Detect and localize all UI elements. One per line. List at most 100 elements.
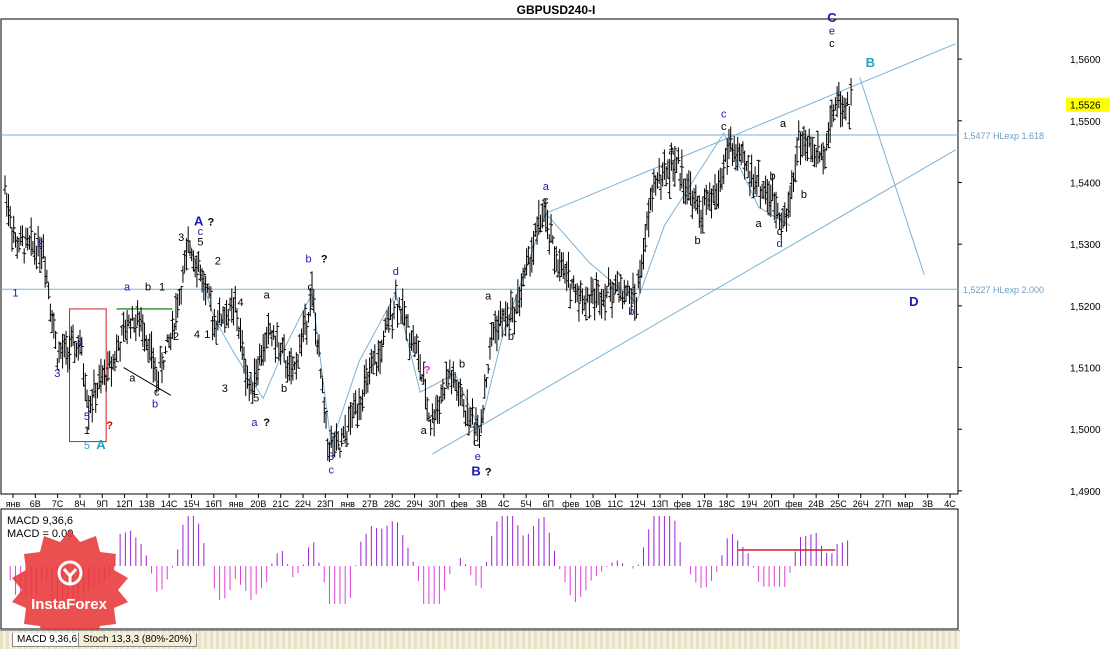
trend-channels bbox=[116, 43, 956, 455]
wave-label: ? bbox=[207, 217, 214, 229]
time-tick-label: фев bbox=[451, 499, 468, 509]
price-tick-label: 1,5100 bbox=[1070, 364, 1101, 375]
price-tick-label: 1,5200 bbox=[1070, 302, 1101, 313]
time-tick-label: фев bbox=[785, 499, 802, 509]
price-tick-label: 1,4900 bbox=[1070, 487, 1101, 498]
wave-label: 2 bbox=[173, 331, 179, 343]
time-tick-label: 26Ч bbox=[853, 499, 869, 509]
time-tick-label: 3В bbox=[476, 499, 487, 509]
wave-label: a bbox=[129, 373, 136, 385]
wave-label: 1 bbox=[84, 425, 90, 437]
subwindow-tab-bar: MACD 9,36,6 Stoch 13,3,3 (80%-20%) bbox=[0, 630, 960, 649]
time-tick-label: 5Ч bbox=[521, 499, 532, 509]
time-tick-label: фев bbox=[674, 499, 691, 509]
chart-title: GBPUSD240-I bbox=[517, 3, 596, 17]
instaforex-logo bbox=[12, 530, 128, 648]
time-tick-label: 7С bbox=[52, 499, 64, 509]
wave-label: b bbox=[152, 399, 158, 411]
wave-label: 3 bbox=[178, 232, 184, 244]
time-tick-label: 10В bbox=[585, 499, 601, 509]
wave-label: c bbox=[543, 195, 549, 207]
time-tick-label: 11С bbox=[607, 499, 623, 509]
tab-stoch[interactable]: Stoch 13,3,3 (80%-20%) bbox=[78, 633, 197, 647]
price-tick-label: 1,5500 bbox=[1070, 117, 1101, 128]
wave-label: 5 bbox=[253, 392, 259, 404]
wave-label: b bbox=[305, 254, 311, 266]
channel-line bbox=[859, 77, 925, 276]
wave-label: a bbox=[264, 289, 271, 301]
time-tick-label: 24В bbox=[808, 499, 824, 509]
hlexp-level-label: 1,5477 HLexp 1.618 bbox=[963, 131, 1044, 141]
wave-label: 3 bbox=[222, 383, 228, 395]
current-price-box bbox=[1066, 97, 1110, 112]
wave-zigzag-line bbox=[189, 132, 791, 445]
wave-label: b bbox=[281, 383, 287, 395]
wave-label: 2 bbox=[215, 256, 221, 268]
time-tick-label: мар bbox=[897, 499, 913, 509]
time-tick-label: 9П bbox=[96, 499, 107, 509]
time-tick-label: 4С bbox=[498, 499, 510, 509]
price-tick-label: 1,5400 bbox=[1070, 178, 1101, 189]
wave-label: b bbox=[508, 331, 514, 343]
wave-label: 4 bbox=[237, 297, 243, 309]
ohlc-bars bbox=[3, 78, 854, 463]
current-price-label: 1,5526 bbox=[1070, 101, 1101, 112]
wave-label: d bbox=[776, 238, 782, 250]
wave-label: 1 bbox=[204, 329, 210, 341]
wave-label: ? bbox=[263, 417, 270, 429]
time-tick-label: 13В bbox=[139, 499, 155, 509]
wave-label: c bbox=[308, 281, 314, 293]
time-tick-label: янв bbox=[6, 499, 21, 509]
wave-label: ? bbox=[485, 466, 492, 478]
time-tick-label: 22Ч bbox=[295, 499, 311, 509]
wave-label: c bbox=[721, 121, 727, 133]
wave-label: b bbox=[145, 281, 151, 293]
wave-label: a bbox=[668, 146, 675, 158]
tab-macd[interactable]: MACD 9,36,6 bbox=[12, 633, 83, 647]
price-axis: 1,5600 1,5500 1,5400 1,5300 1,5200 1,5100 1,50… bbox=[958, 55, 1110, 498]
wave-label: ? bbox=[424, 365, 431, 377]
wave-label: d bbox=[393, 266, 399, 278]
macd-pane-border bbox=[0, 508, 959, 630]
wave-label: c bbox=[198, 226, 204, 238]
time-tick-label: 20В bbox=[250, 499, 266, 509]
main-pane-border bbox=[0, 18, 959, 495]
wave-label: 1 bbox=[159, 281, 165, 293]
time-tick-label: 30П bbox=[429, 499, 445, 509]
time-axis: янв 6В 7С 8Ч 9П 12П 13В 14С 15Ч 16П янв 20В 21С 22Ч 23… bbox=[6, 494, 956, 509]
wave-label: a bbox=[543, 181, 550, 193]
wave-label: 3 bbox=[328, 451, 334, 463]
time-tick-label: 13П bbox=[652, 499, 668, 509]
wave-label: a bbox=[756, 218, 763, 230]
wave-label: 5 bbox=[84, 440, 90, 452]
wave-label: e bbox=[475, 451, 481, 463]
time-tick-label: 12П bbox=[116, 499, 132, 509]
time-tick-label: 6П bbox=[543, 499, 554, 509]
time-tick-label: 4С bbox=[944, 499, 956, 509]
wave-label: b bbox=[770, 170, 776, 182]
time-tick-label: 15Ч bbox=[183, 499, 199, 509]
wave-label: 3 bbox=[54, 368, 60, 380]
time-tick-label: 19Ч bbox=[741, 499, 757, 509]
time-tick-label: 16П bbox=[206, 499, 222, 509]
price-tick-label: 1,5000 bbox=[1070, 425, 1101, 436]
wave-label: A bbox=[194, 214, 204, 229]
wave-label: a bbox=[780, 118, 787, 130]
time-tick-label: 3В bbox=[922, 499, 933, 509]
time-tick-label: 18С bbox=[719, 499, 736, 509]
time-tick-label: 20П bbox=[763, 499, 779, 509]
price-tick-label: 1,5300 bbox=[1070, 240, 1101, 251]
price-tick-label: 1,5600 bbox=[1070, 55, 1101, 66]
macd-value-label: MACD = 0.00 bbox=[7, 528, 74, 540]
hlexp-level-label: 1,5227 HLexp 2.000 bbox=[963, 285, 1044, 295]
time-tick-label: 29Ч bbox=[407, 499, 423, 509]
wave-label: a bbox=[124, 281, 131, 293]
channel-line bbox=[545, 43, 956, 214]
wave-label: D bbox=[909, 294, 918, 309]
wave-label: b bbox=[694, 235, 700, 247]
wave-label: 5 bbox=[197, 236, 203, 248]
time-tick-label: 23П bbox=[317, 499, 333, 509]
wave-label: 4 bbox=[194, 329, 200, 341]
wave-label: c bbox=[777, 226, 783, 238]
